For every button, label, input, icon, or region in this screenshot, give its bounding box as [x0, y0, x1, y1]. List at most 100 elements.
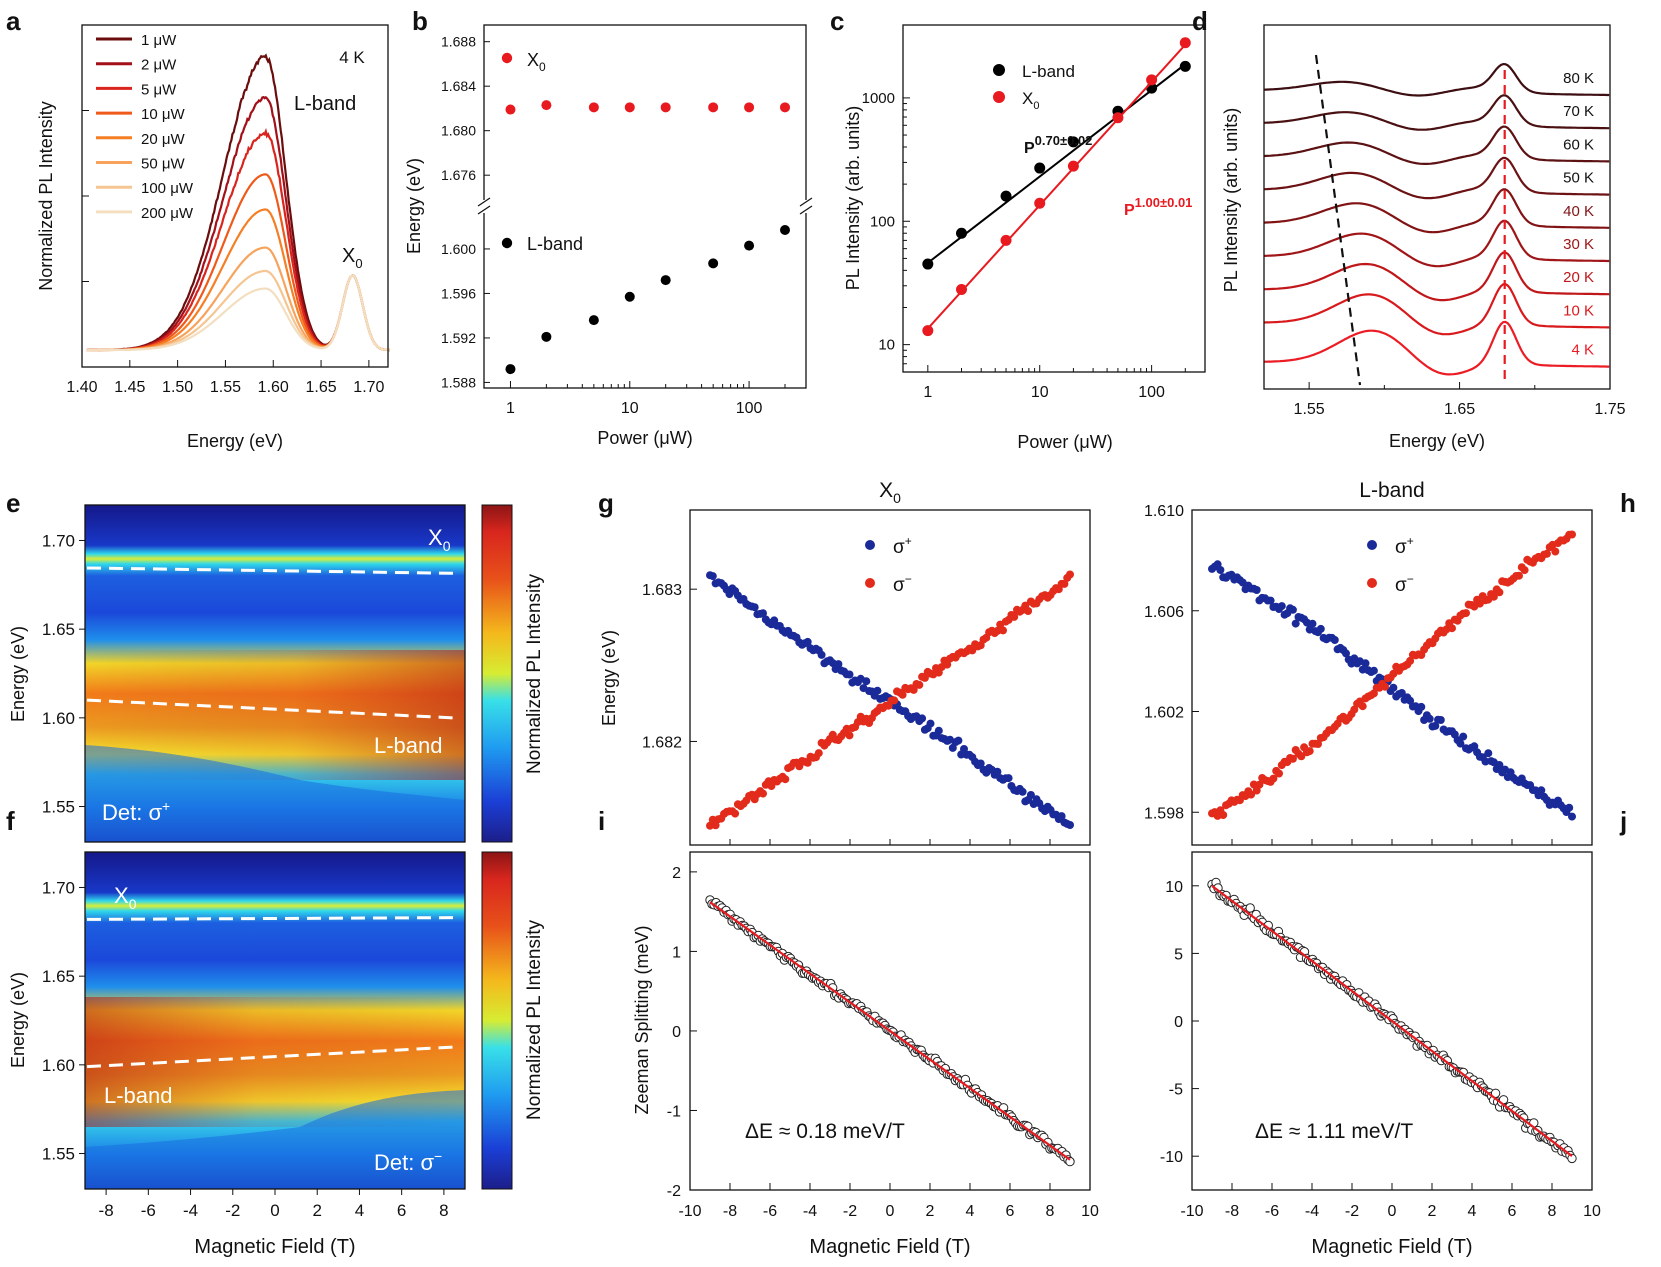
c-legend-lband-marker [993, 64, 1005, 76]
e-plot-frame [84, 504, 466, 843]
g-point [1060, 579, 1069, 588]
j-x-tick-label: 4 [1468, 1203, 1477, 1220]
g-point [759, 609, 767, 618]
h-point [1448, 624, 1456, 633]
i-y-tick-label: -1 [667, 1103, 681, 1120]
b-y-tick-label: 1.688 [441, 34, 476, 50]
g-legend-sigma-minus-marker [865, 578, 875, 588]
e-x0-dashed-line [86, 566, 454, 575]
c-fit-line-X0 [927, 44, 1187, 330]
h-point [1288, 605, 1297, 614]
d-spectrum-30-K [1263, 219, 1610, 268]
a-spectrum-2-μW [86, 95, 390, 352]
b-legend-x0-marker [501, 52, 513, 64]
f-x0-label: X0 [114, 883, 137, 912]
b-point-L-band [624, 291, 635, 302]
c-legend-x0-marker [993, 91, 1005, 103]
f-x-tick-label: -6 [141, 1201, 156, 1220]
c-legend-lband-label: L-band [1022, 62, 1075, 81]
j-x-tick-label: 8 [1548, 1203, 1557, 1220]
c-point-X0 [1034, 197, 1046, 209]
d-spectrum-50-K [1264, 156, 1610, 200]
b-point-L-band [708, 258, 719, 269]
h-point [1269, 774, 1278, 783]
b-point-L-band [660, 275, 671, 286]
h-legend-sigma-minus-label: σ− [1395, 572, 1414, 596]
j-points-and-fit [1207, 877, 1577, 1164]
c-point-X0 [956, 283, 968, 295]
a-legend-label: 10 μW [141, 106, 185, 123]
h-point [1462, 609, 1470, 618]
b-point-X0 [588, 102, 599, 113]
g-point [873, 686, 882, 695]
b-point-L-band [779, 225, 790, 236]
h-point [1255, 780, 1264, 789]
c-x-axis-title: Power (μW) [1017, 432, 1112, 452]
g-point [968, 646, 977, 655]
h-point [1330, 636, 1339, 644]
b-y-tick-label: 1.588 [441, 374, 476, 390]
h-point [1417, 702, 1426, 711]
h-point [1389, 683, 1398, 692]
h-point [1361, 659, 1370, 668]
b-point-X0 [505, 104, 516, 115]
g-point [1024, 607, 1033, 615]
i-x-tick-label: 6 [1006, 1203, 1015, 1220]
f-colorbar [481, 851, 513, 1190]
j-x-tick-label: -8 [1225, 1203, 1239, 1220]
g-y-tick-label: 1.683 [642, 582, 682, 599]
g-point [781, 775, 790, 784]
d-spectra: 80 K 70 K 60 K 50 K 40 K 30 K 20 K 10 K 4 K [1263, 54, 1610, 386]
c-y-tick-label: 100 [870, 213, 895, 230]
g-point [767, 782, 776, 790]
g-point [803, 758, 812, 767]
d-temperature-label: 20 K [1563, 269, 1594, 286]
j-x-axis-title: Magnetic Field (T) [1311, 1236, 1472, 1258]
a-x-tick-label: 1.50 [162, 379, 193, 396]
c-point-L-band [1000, 190, 1012, 202]
d-y-axis-title: PL Intensity (arb. units) [1221, 108, 1241, 292]
i-x-tick-label: -6 [763, 1203, 777, 1220]
h-point [1275, 769, 1283, 778]
j-y-tick-label: 10 [1165, 879, 1183, 896]
a-legend-label: 5 μW [141, 81, 177, 98]
e-y-axis-title: Energy (eV) [8, 626, 28, 722]
g-point [1057, 812, 1066, 821]
h-point [1305, 747, 1314, 756]
c-x0-fit-label: P1.00±0.01 [1124, 195, 1192, 219]
a-lband-label: L-band [294, 93, 356, 115]
a-x-tick-label: 1.70 [353, 379, 384, 396]
panel-letter-d: d [1192, 6, 1208, 36]
j-y-tick-label: 5 [1174, 946, 1183, 963]
f-y-tick-label: 1.55 [42, 1145, 75, 1164]
g-points [706, 570, 1074, 830]
h-point [1459, 732, 1468, 741]
h-point [1515, 571, 1523, 580]
g-point [1066, 821, 1074, 829]
i-slope-annotation: ΔE ≈ 0.18 meV/T [745, 1120, 905, 1143]
h-point [1431, 721, 1440, 730]
h-point [1406, 656, 1415, 665]
f-colorbar-title: Normalized PL Intensity [524, 920, 545, 1120]
d-spectrum-4-K [1264, 320, 1610, 376]
j-y-tick-label: -10 [1160, 1149, 1183, 1166]
c-legend-x0-label: X0 [1022, 89, 1039, 112]
a-x0-label: X0 [342, 245, 363, 271]
b-x-tick-label: 1 [506, 400, 515, 417]
j-point [1567, 1153, 1577, 1164]
h-y-tick-label: 1.606 [1144, 604, 1184, 621]
i-x-tick-label: -2 [843, 1203, 857, 1220]
h-y-tick-label: 1.598 [1144, 805, 1184, 822]
j-slope-annotation: ΔE ≈ 1.11 meV/T [1255, 1120, 1413, 1143]
h-legend-sigma-plus-label: σ+ [1395, 534, 1414, 558]
h-point [1542, 549, 1551, 558]
g-point [803, 637, 812, 646]
b-x-axis-title: Power (μW) [597, 428, 692, 448]
panel-h: L-band 1.598 1.602 1.606 1.610 σ+ σ− [1144, 479, 1593, 846]
f-y-axis-title: Energy (eV) [8, 972, 28, 1068]
b-break-mark [477, 197, 813, 215]
panel-letter-g: g [598, 488, 614, 518]
b-point-X0 [660, 102, 671, 113]
b-legend-x0-label: X0 [527, 50, 546, 74]
